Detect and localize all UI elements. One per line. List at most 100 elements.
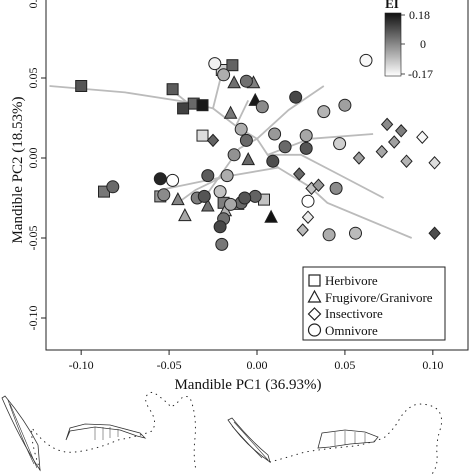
triangle-point-17 <box>171 192 185 206</box>
tree-branch-9 <box>177 176 223 204</box>
square-point-7 <box>196 129 209 142</box>
circle-point-48 <box>268 127 282 141</box>
triangle-legend-icon <box>307 289 322 303</box>
diamond-point-32 <box>293 167 306 181</box>
tree-branch-5 <box>256 85 325 140</box>
mandible-outline-left <box>1 391 197 472</box>
square-point-4 <box>196 99 209 112</box>
circle-point-41 <box>289 90 303 104</box>
legend: Herbivore Frugivore/Granivore Insectivor… <box>302 266 446 341</box>
diamond-point-26 <box>388 135 401 149</box>
y-axis-ticks: -0.10 -0.05 0.00 0.05 0.10 <box>26 0 46 331</box>
diamond-point-34 <box>312 178 325 192</box>
y-tick-label-3: 0.05 <box>26 68 40 89</box>
circle-point-65 <box>248 189 262 203</box>
square-point-3 <box>177 102 190 115</box>
circle-point-43 <box>338 98 352 112</box>
mandible-left-landmark-curve <box>31 391 197 471</box>
legend-box <box>302 266 446 341</box>
circle-legend-icon <box>307 323 322 337</box>
diamond-point-27 <box>416 130 429 144</box>
legend-label-insectivore: Insectivore <box>325 306 383 321</box>
circle-point-67 <box>215 237 229 251</box>
triangle-point-16 <box>223 105 238 119</box>
circle-point-45 <box>255 100 269 114</box>
x-axis-label: Mandible PC1 (36.93%) <box>174 377 321 393</box>
tree-branch-4 <box>235 100 250 127</box>
circle-point-47 <box>239 133 253 147</box>
x-tick-label-4: 0.10 <box>422 358 443 372</box>
mandible-right-landmark-curve <box>269 403 443 474</box>
tree-branch-0 <box>212 107 311 188</box>
diamond-point-24 <box>380 117 394 132</box>
mandible-left-lines <box>7 399 38 469</box>
square-point-1 <box>166 83 179 96</box>
diamond-legend-icon <box>307 307 322 321</box>
y-tick-label-2: 0.00 <box>26 148 40 169</box>
circle-point-57 <box>220 169 234 183</box>
colorbar: EI 0.18 0 -0.17 <box>384 0 433 81</box>
colorbar-gradient <box>384 12 402 77</box>
x-axis-ticks: -0.10 -0.05 0.00 0.05 0.10 <box>69 350 443 372</box>
circle-point-73 <box>266 154 280 168</box>
square-point-0 <box>75 80 88 92</box>
diamond-point-29 <box>352 151 366 165</box>
circle-point-46 <box>234 122 248 136</box>
diamond-point-37 <box>428 226 441 240</box>
diamond-point-30 <box>400 154 413 168</box>
mandible-outline-right <box>227 403 443 474</box>
mandible-right-body <box>227 417 271 463</box>
mandible-right-crest <box>317 429 379 449</box>
square-point-6 <box>226 59 239 72</box>
x-tick-label-2: 0.00 <box>247 358 268 372</box>
legend-label-frugivore: Frugivore/Granivore <box>325 290 433 305</box>
circle-point-69 <box>329 181 343 195</box>
tree-branch-6 <box>267 153 385 199</box>
triangle-point-15 <box>241 152 256 166</box>
circle-point-44 <box>317 105 331 119</box>
colorbar-min-label: -0.17 <box>408 67 433 81</box>
circle-point-68 <box>301 194 315 208</box>
x-tick-label-3: 0.05 <box>334 358 355 372</box>
mandible-left-body <box>1 395 41 472</box>
diamond-point-36 <box>301 210 315 224</box>
legend-label-omnivore: Omnivore <box>325 323 378 338</box>
colorbar-title: EI <box>385 0 399 11</box>
circle-point-38 <box>208 57 222 71</box>
circle-point-50 <box>299 141 313 155</box>
triangle-point-21 <box>264 209 278 223</box>
circle-point-66 <box>238 191 252 205</box>
y-tick-label-1: -0.05 <box>26 226 40 251</box>
tree-branch-7 <box>309 186 413 239</box>
x-tick-label-0: -0.10 <box>69 358 94 372</box>
diamond-point-25 <box>395 124 408 138</box>
triangle-point-19 <box>200 198 215 212</box>
circle-point-52 <box>227 148 241 162</box>
circle-point-63 <box>224 197 238 211</box>
triangle-point-12 <box>227 75 241 89</box>
species-points <box>75 53 441 251</box>
diamond-point-28 <box>375 144 388 159</box>
x-tick-label-1: -0.05 <box>157 358 182 372</box>
circle-point-62 <box>197 189 211 203</box>
circle-point-42 <box>359 53 373 67</box>
herbivore-legend-icon <box>308 274 321 287</box>
colorbar-mid-label: 0 <box>420 37 426 51</box>
diamond-point-31 <box>428 156 441 170</box>
tree-branch-11 <box>203 138 258 199</box>
y-axis-label: Mandible PC2 (18.53%) <box>10 96 26 243</box>
circle-point-56 <box>201 169 215 183</box>
circle-point-39 <box>217 68 231 82</box>
circle-point-49 <box>278 140 292 154</box>
circle-point-72 <box>157 188 171 202</box>
circle-point-58 <box>213 185 227 199</box>
circle-point-74 <box>299 129 313 143</box>
colorbar-max-label: 0.18 <box>409 8 430 22</box>
legend-label-herbivore: Herbivore <box>325 273 378 288</box>
diamond-point-23 <box>206 133 220 148</box>
mandible-left-crest-lines <box>94 427 119 440</box>
y-tick-label-4: 0.10 <box>26 0 40 9</box>
circle-point-40 <box>239 74 253 88</box>
y-tick-label-0: -0.10 <box>26 306 40 331</box>
